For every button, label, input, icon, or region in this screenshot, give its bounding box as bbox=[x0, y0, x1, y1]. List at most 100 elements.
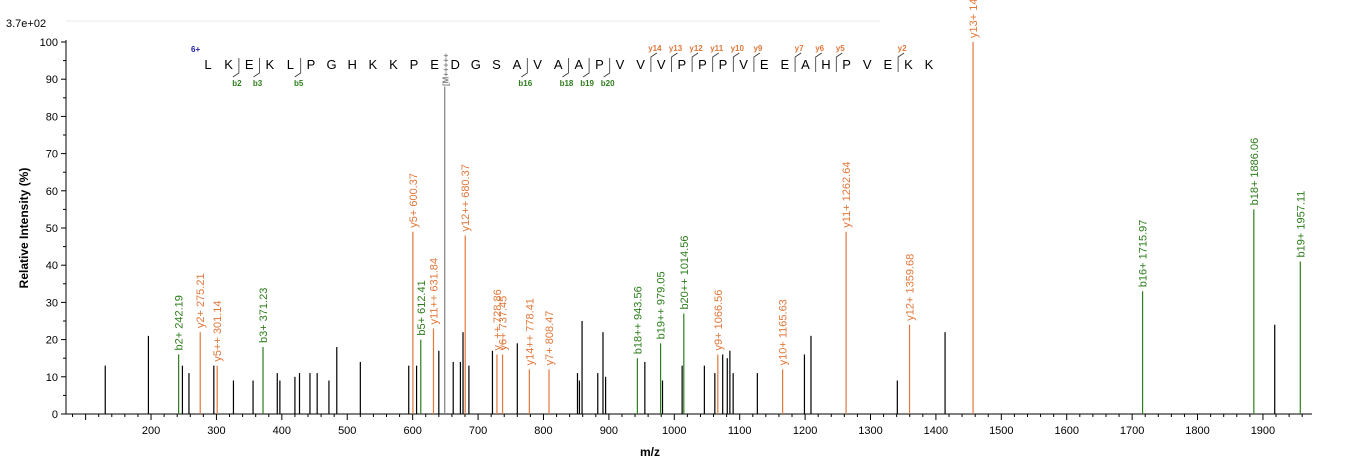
y-axis-title: Relative Intensity (%) bbox=[17, 168, 31, 289]
peak-label: y14++ 778.41 bbox=[524, 298, 536, 365]
charge-state-label: 6+ bbox=[191, 45, 200, 54]
x-tick-label: 1900 bbox=[1251, 425, 1275, 437]
x-tick-label: 400 bbox=[273, 425, 291, 437]
x-tick-label: 600 bbox=[403, 425, 421, 437]
y-tick-label: 100 bbox=[40, 37, 58, 49]
sequence-residue: P bbox=[410, 57, 419, 72]
x-tick-label: 1000 bbox=[662, 425, 686, 437]
sequence-residue: K bbox=[904, 57, 913, 72]
sequence-residue: A bbox=[801, 57, 810, 72]
peak-label: y7+ 808.47 bbox=[544, 311, 556, 366]
sequence-residue: A bbox=[554, 57, 563, 72]
y-ion-bracket bbox=[897, 52, 905, 72]
sequence-residue: E bbox=[883, 57, 892, 72]
peaks-layer bbox=[104, 42, 1301, 414]
peak-labels-layer: b2+ 242.19 y2+ 275.21 y5++ 301.14 b3+ 371.2… bbox=[174, 0, 1308, 365]
b-ion-bracket bbox=[603, 58, 611, 78]
sequence-residue: P bbox=[698, 57, 707, 72]
sequence-residue: H bbox=[821, 57, 830, 72]
peak-label: b19++ 979.05 bbox=[656, 271, 668, 339]
y-ion-label: y10 bbox=[731, 44, 745, 53]
b-ion-label: b18 bbox=[560, 79, 574, 88]
y-ion-bracket bbox=[650, 52, 658, 72]
sequence-residue: P bbox=[677, 57, 686, 72]
peak-label: y6+ 737.45 bbox=[498, 296, 510, 351]
x-tick-label: 1300 bbox=[858, 425, 882, 437]
y-ion-label: y2 bbox=[898, 44, 907, 53]
b-ion-label: b5 bbox=[294, 79, 304, 88]
y-ion-bracket bbox=[712, 52, 719, 72]
b-ion-bracket bbox=[232, 58, 240, 78]
sequence-residue: E bbox=[430, 57, 439, 72]
x-tick-label: 700 bbox=[469, 425, 487, 437]
y-ion-bracket bbox=[753, 52, 761, 72]
peak-label: y13+ 1456.80 bbox=[968, 0, 980, 38]
y-ion-bracket bbox=[835, 52, 843, 72]
sequence-residue: A bbox=[574, 57, 583, 72]
x-tick-label: 1600 bbox=[1054, 425, 1078, 437]
x-tick-label: 1700 bbox=[1120, 425, 1144, 437]
sequence-residue: V bbox=[636, 57, 645, 72]
b-ion-label: b20 bbox=[601, 79, 615, 88]
peak-label: y11++ 631.84 bbox=[428, 258, 440, 324]
x-tick-label: 1800 bbox=[1185, 425, 1209, 437]
axes: 200 300 400 500 600 700 800 900 1000 1100 1200 1300… bbox=[40, 20, 1312, 437]
y-ion-bracket bbox=[794, 52, 802, 72]
b-ion-label: b16 bbox=[518, 79, 532, 88]
sequence-residue: K bbox=[389, 57, 398, 72]
y-tick-label: 40 bbox=[46, 260, 58, 272]
y-ion-label: y14 bbox=[648, 44, 662, 53]
sequence-residue: P bbox=[842, 57, 851, 72]
peptide-sequence-annotation: 6+L K E K L P G H K K P E D G S A V A A P V V V P P P V E E A H P V E K Kb2… bbox=[191, 44, 934, 88]
peak-label: y5+ 600.37 bbox=[408, 173, 420, 228]
x-tick-label: 1400 bbox=[924, 425, 948, 437]
sequence-residue: P bbox=[719, 57, 728, 72]
sequence-residue: E bbox=[760, 57, 769, 72]
sequence-residue: D bbox=[451, 57, 460, 72]
peak-label: y5++ 301.14 bbox=[212, 300, 224, 361]
peak-label: b16+ 1715.97 bbox=[1138, 220, 1150, 288]
x-tick-label: 300 bbox=[207, 425, 225, 437]
b-ion-label: b2 bbox=[232, 79, 242, 88]
sequence-residue: S bbox=[492, 57, 501, 72]
peak-label: b18+ 1886.06 bbox=[1249, 138, 1261, 206]
sequence-residue: V bbox=[657, 57, 666, 72]
sequence-residue: V bbox=[863, 57, 872, 72]
sequence-residue: K bbox=[925, 57, 934, 72]
peak-label: y12++ 680.37 bbox=[460, 164, 472, 231]
sequence-residue: L bbox=[287, 57, 294, 72]
precursor-marker: [M+++++ bbox=[442, 53, 451, 86]
peak-label: b19+ 1957.11 bbox=[1295, 191, 1307, 258]
x-tick-label: 200 bbox=[142, 425, 160, 437]
sequence-residue: E bbox=[245, 57, 254, 72]
y-scale-label: 3.7e+02 bbox=[6, 18, 46, 30]
sequence-residue: G bbox=[327, 57, 337, 72]
peak-label: y10+ 1165.63 bbox=[778, 299, 790, 365]
sequence-residue: L bbox=[204, 57, 211, 72]
x-axis-title: m/z bbox=[640, 445, 660, 459]
peak-label: b3+ 371.23 bbox=[258, 288, 270, 343]
y-ion-label: y12 bbox=[689, 44, 703, 53]
y-tick-label: 30 bbox=[46, 297, 58, 309]
peak-label: b20++ 1014.56 bbox=[679, 236, 691, 310]
y-tick-label: 0 bbox=[52, 409, 58, 421]
y-ion-label: y9 bbox=[753, 44, 762, 53]
y-ion-label: y7 bbox=[795, 44, 804, 53]
b-ion-label: b19 bbox=[580, 79, 594, 88]
b-ion-bracket bbox=[562, 58, 569, 78]
sequence-residue: A bbox=[513, 57, 522, 72]
peak-label: b18++ 943.56 bbox=[632, 286, 644, 354]
y-ion-bracket bbox=[691, 52, 699, 72]
y-ion-bracket bbox=[732, 52, 740, 72]
peak-label: y12+ 1359.68 bbox=[905, 254, 917, 321]
y-ion-bracket bbox=[815, 52, 822, 72]
peak-label: b5+ 612.41 bbox=[416, 280, 428, 335]
y-ion-label: y11 bbox=[710, 44, 723, 53]
x-tick-label: 900 bbox=[600, 425, 618, 437]
y-ion-label: y13 bbox=[669, 44, 683, 53]
y-ion-label: y5 bbox=[836, 44, 845, 53]
peak-label: y2+ 275.21 bbox=[195, 273, 207, 328]
x-tick-label: 500 bbox=[338, 425, 356, 437]
sequence-residue: H bbox=[348, 57, 357, 72]
